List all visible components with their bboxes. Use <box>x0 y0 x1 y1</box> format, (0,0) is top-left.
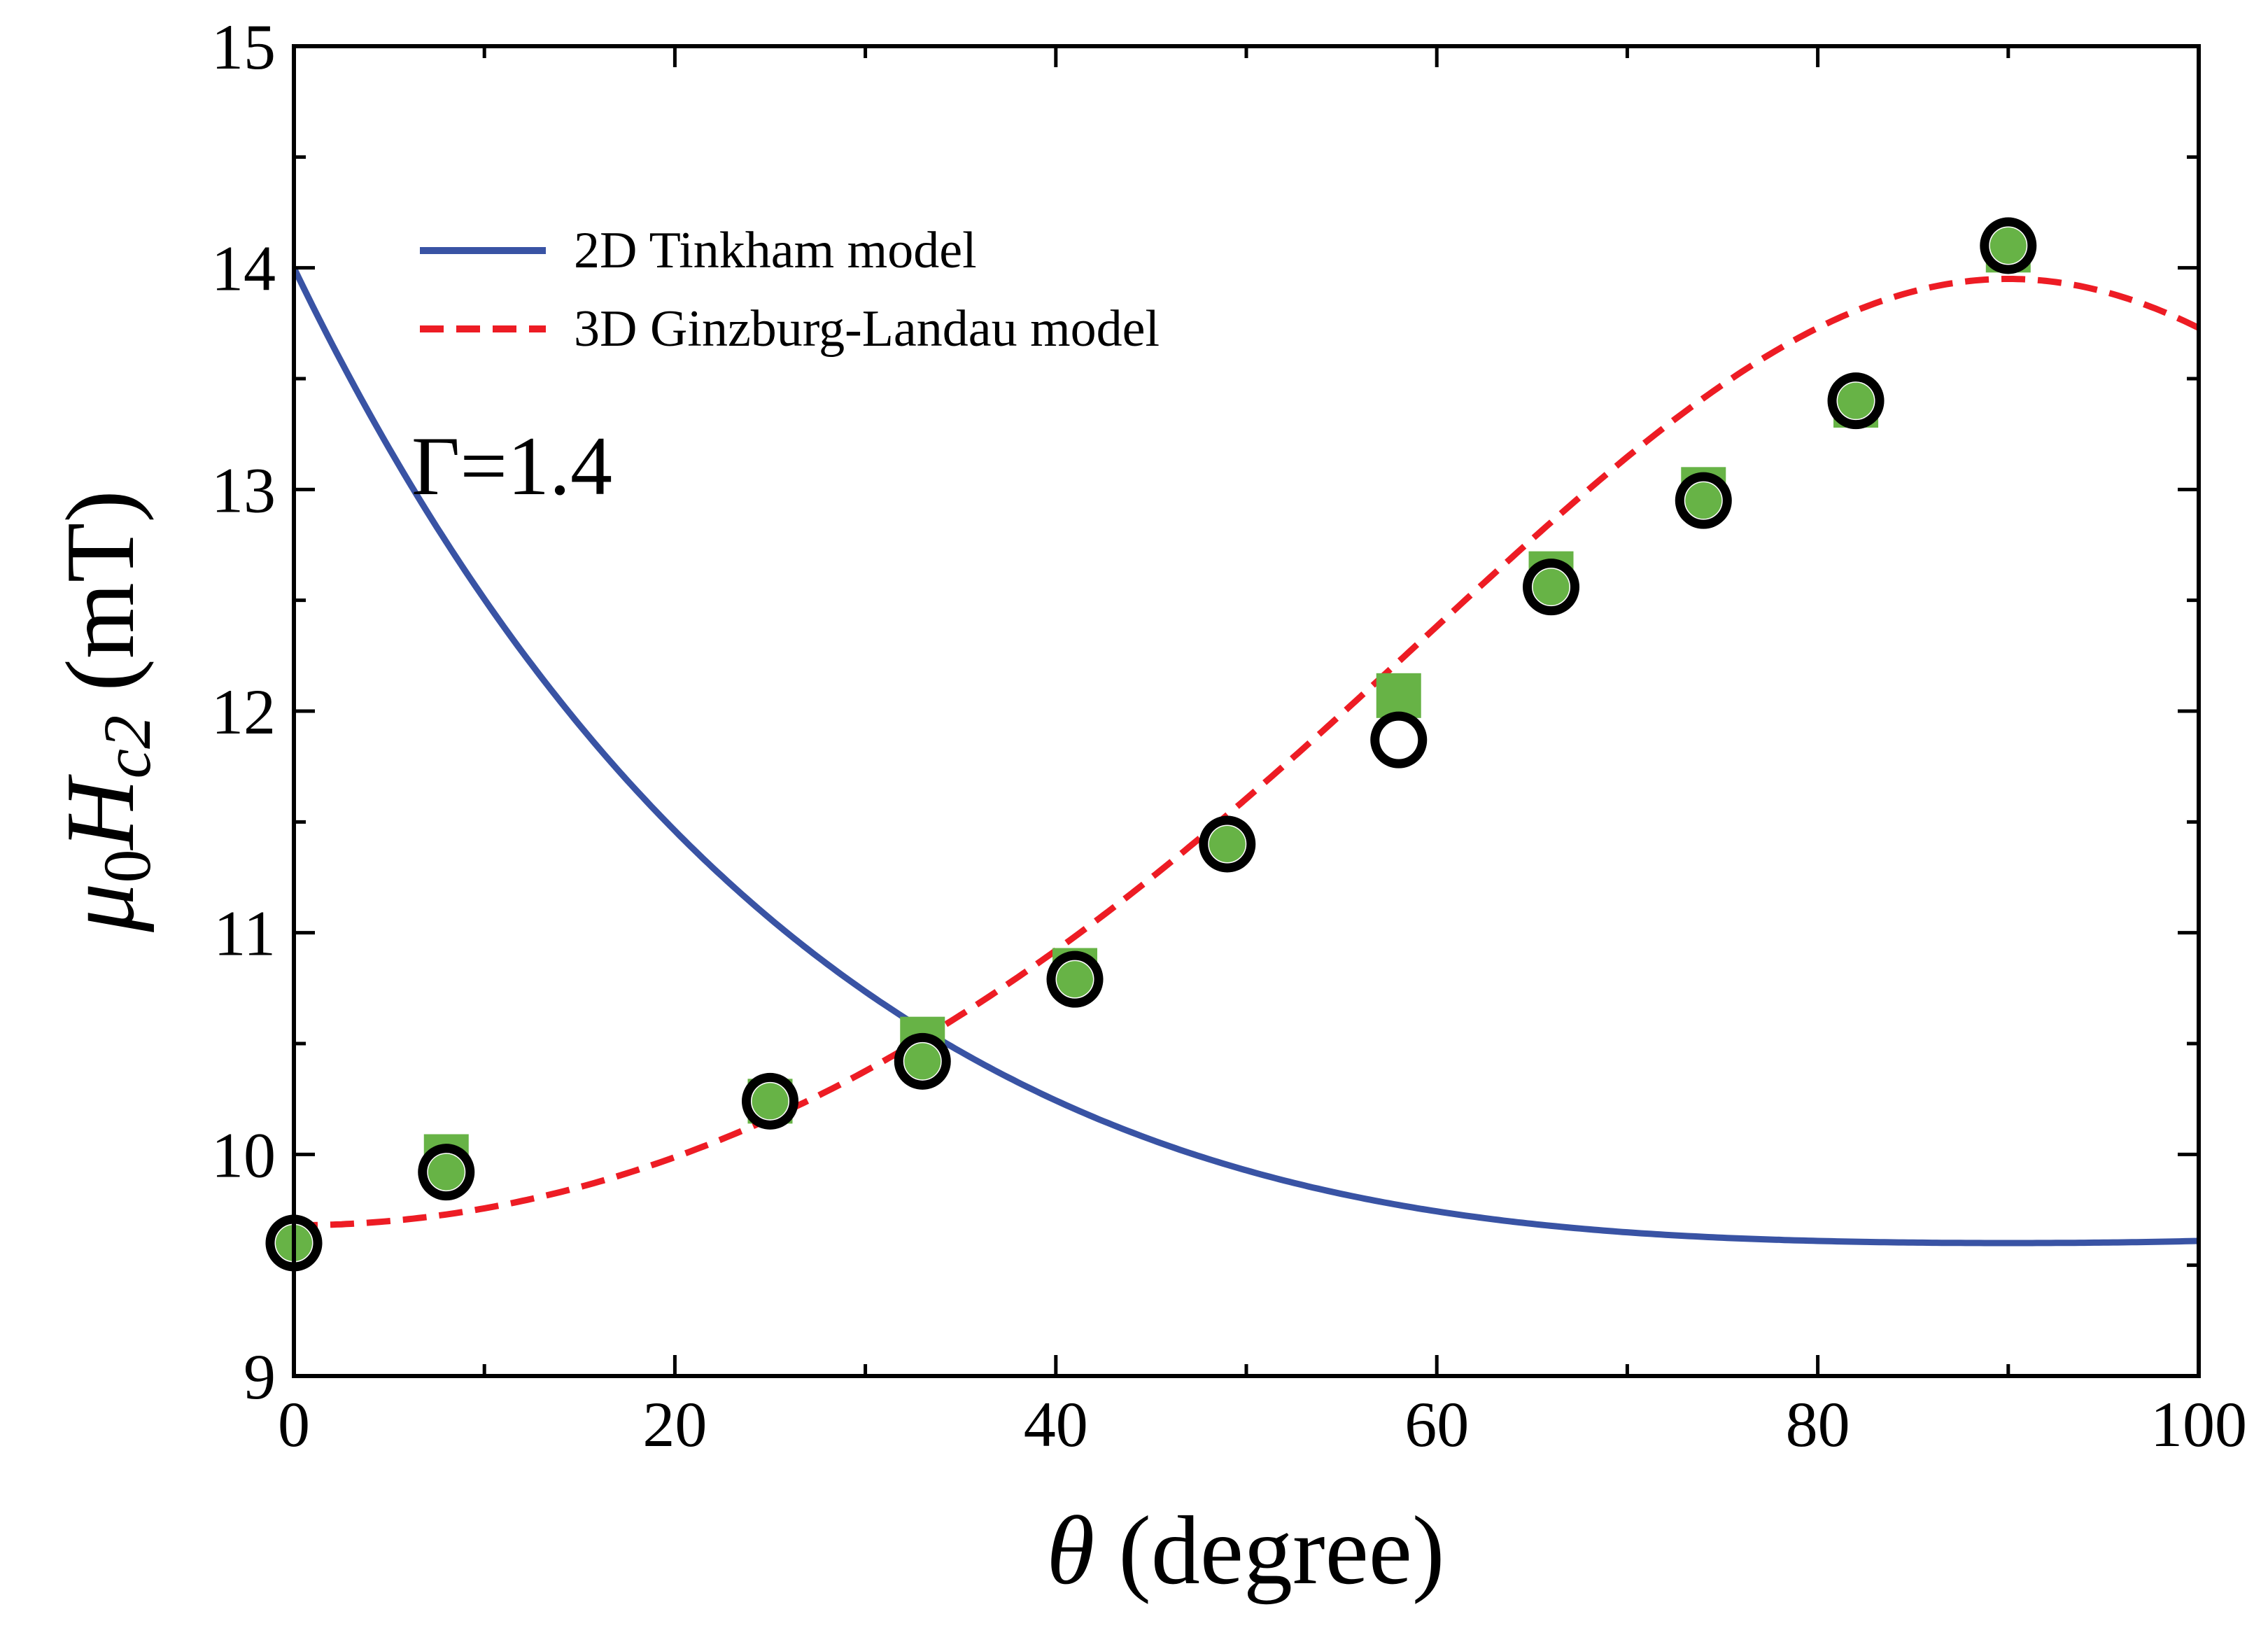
data-point-filled-circle <box>1209 826 1246 862</box>
y-tick-label: 14 <box>211 233 276 304</box>
x-tick-label: 100 <box>2150 1389 2247 1460</box>
x-tick-label: 40 <box>1024 1389 1088 1460</box>
data-point-filled-circle <box>1838 382 1875 419</box>
data-point-filled-circle <box>1380 722 1417 759</box>
tick-layer <box>292 44 2201 1378</box>
tinkham-model-curve <box>294 266 2199 1247</box>
data-point-filled-circle <box>752 1083 789 1120</box>
x-axis-title: θ (degree) <box>1046 1496 1444 1605</box>
x-tick-label: 60 <box>1404 1389 1469 1460</box>
data-point-filled-circle <box>1057 961 1094 998</box>
x-tick-label: 20 <box>642 1389 707 1460</box>
ginzburg-landau-model-curve <box>294 276 2199 1229</box>
y-axis-h-sub: c2 <box>90 715 164 779</box>
y-axis-unit: (mT) <box>46 490 155 692</box>
data-point-filled-circle <box>904 1043 941 1080</box>
legend-label-tinkham: 2D Tinkham model <box>574 222 977 279</box>
data-point-filled-circle <box>428 1153 465 1191</box>
data-point-filled-circle <box>1533 568 1570 605</box>
y-tick-label: 15 <box>211 11 276 83</box>
x-axis-symbol: θ <box>1046 1496 1094 1605</box>
y-axis-h: H <box>46 774 155 851</box>
y-axis-mu-sub: 0 <box>90 850 164 883</box>
gamma-annotation: Γ=1.4 <box>411 419 612 512</box>
y-tick-label: 9 <box>244 1341 276 1412</box>
legend: 2D Tinkham model 3D Ginzburg-Landau mode… <box>420 222 1160 358</box>
data-point-filled-circle <box>1685 482 1722 519</box>
y-tick-label: 10 <box>211 1119 276 1191</box>
x-axis-unit: (degree) <box>1118 1496 1444 1605</box>
x-tick-label: 0 <box>278 1389 310 1460</box>
y-tick-label: 11 <box>213 898 276 969</box>
tick-label-layer: 0 20 40 60 80 100 9 10 11 12 13 14 15 <box>211 11 2247 1460</box>
legend-label-ginzburg-landau: 3D Ginzburg-Landau model <box>574 300 1160 358</box>
marker-layer <box>265 217 2037 1272</box>
data-point-square <box>1376 673 1421 718</box>
y-tick-label: 13 <box>211 454 276 526</box>
x-tick-label: 80 <box>1786 1389 1850 1460</box>
series-layer <box>294 266 2199 1247</box>
y-axis-mu: μ <box>46 883 155 933</box>
y-tick-label: 12 <box>211 676 276 748</box>
data-point-filled-circle <box>1989 227 2027 264</box>
y-axis-title: μ0Hc2 (mT) <box>46 490 164 933</box>
